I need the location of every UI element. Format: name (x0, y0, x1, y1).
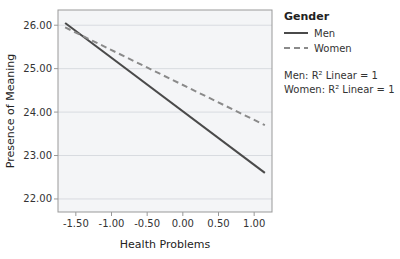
x-tick-label: -1.50 (63, 218, 89, 229)
y-tick-label: 22.00 (23, 193, 52, 204)
annotation: Men: R² Linear = 1 (284, 70, 378, 81)
legend: Gender Men Women (284, 10, 352, 54)
y-tick-label: 23.00 (23, 150, 52, 161)
y-axis-label: Presence of Meaning (4, 54, 17, 168)
plot-background (58, 10, 272, 212)
y-axis: 22.00 23.00 24.00 25.00 26.00 (23, 20, 58, 205)
x-tick-label: -1.00 (99, 218, 125, 229)
x-tick (111, 212, 112, 216)
chart: 22.00 23.00 24.00 25.00 26.00 -1.50 -1.00 -0.50… (0, 0, 400, 259)
series-line (65, 27, 265, 125)
legend-swatch (284, 32, 308, 34)
x-axis: -1.50 -1.00 -0.50 0.00 0.50 1.00 (63, 212, 265, 229)
x-tick-label: 0.00 (172, 218, 194, 229)
x-tick-label: 0.50 (207, 218, 229, 229)
chart-container: 22.00 23.00 24.00 25.00 26.00 -1.50 -1.00 -0.50… (0, 0, 400, 259)
legend-label: Men (314, 28, 335, 39)
y-tick (54, 68, 58, 69)
y-tick (54, 155, 58, 156)
x-axis-label: Health Problems (120, 238, 211, 251)
y-tick (54, 25, 58, 26)
y-tick-label: 25.00 (23, 63, 52, 74)
legend-title: Gender (284, 10, 330, 23)
x-tick (147, 212, 148, 216)
annotation: Women: R² Linear = 1 (284, 84, 395, 95)
legend-label: Women (314, 43, 352, 54)
grid (58, 25, 272, 199)
x-tick (254, 212, 255, 216)
y-tick (54, 198, 58, 199)
grid-line (58, 25, 272, 26)
y-tick-label: 26.00 (23, 20, 52, 31)
x-tick-label: 1.00 (243, 218, 265, 229)
x-tick (182, 212, 183, 216)
y-tick (54, 112, 58, 113)
grid-line (58, 68, 272, 69)
x-tick-label: -0.50 (134, 218, 160, 229)
series-lines (65, 23, 265, 173)
grid-line (58, 198, 272, 199)
series-line (65, 23, 265, 173)
legend-swatch (284, 47, 308, 49)
y-tick-label: 24.00 (23, 107, 52, 118)
plot-frame (58, 10, 272, 212)
x-tick (75, 212, 76, 216)
x-tick (218, 212, 219, 216)
